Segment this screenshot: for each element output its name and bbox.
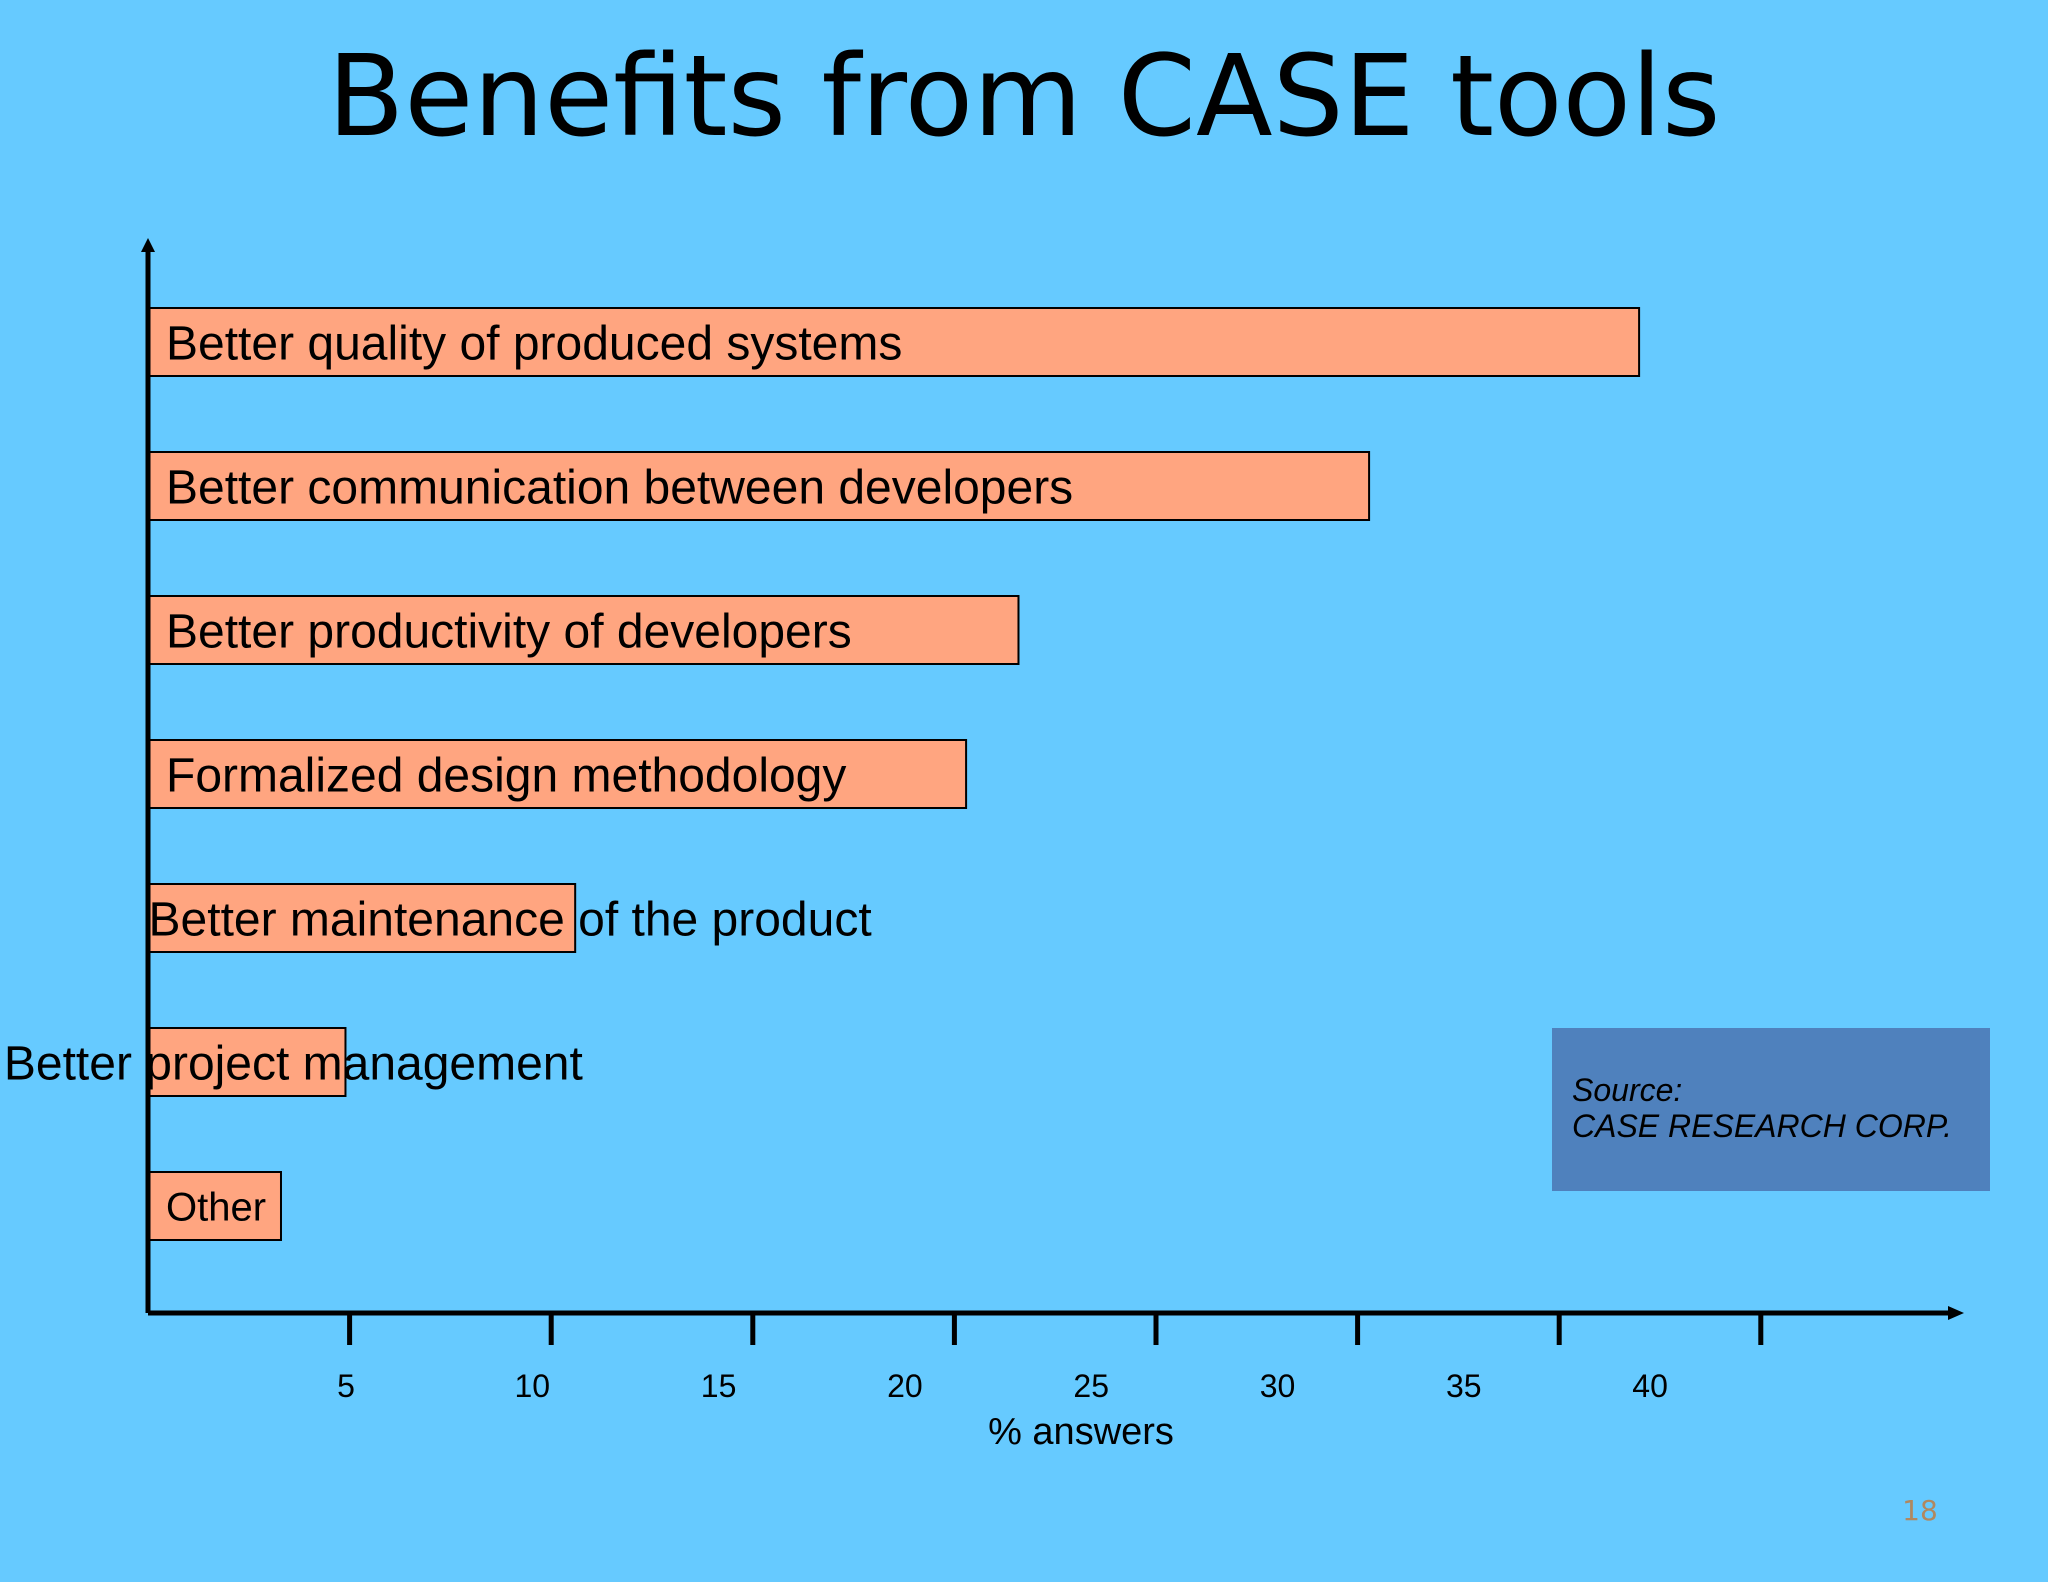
source-label: Source: xyxy=(1572,1072,1683,1108)
bar-label-2: Better communication between developers xyxy=(166,461,1073,514)
bar-label-1: Better quality of produced systems xyxy=(166,317,902,370)
source-name: CASE RESEARCH CORP. xyxy=(1572,1108,1952,1144)
x-tick-label-20: 20 xyxy=(887,1368,923,1404)
bar-label-6: Better project management xyxy=(4,1037,583,1090)
page-number: 18 xyxy=(1902,1494,1938,1527)
x-tick-label-5: 5 xyxy=(337,1368,355,1404)
x-tick-label-15: 15 xyxy=(701,1368,737,1404)
x-tick-label-35: 35 xyxy=(1446,1368,1482,1404)
x-tick-label-40: 40 xyxy=(1632,1368,1668,1404)
bar-7 xyxy=(147,1171,282,1241)
x-tick-label-30: 30 xyxy=(1260,1368,1296,1404)
x-axis-label: % answers xyxy=(988,1411,1174,1453)
bar-label-3: Better productivity of developers xyxy=(166,605,852,658)
x-tick-label-10: 10 xyxy=(515,1368,551,1404)
bar-4 xyxy=(147,739,968,809)
bar-6 xyxy=(147,1027,347,1097)
source-box: Source: CASE RESEARCH CORP. xyxy=(1552,1028,1990,1191)
y-axis-arrow-icon xyxy=(141,238,155,252)
bar-label-5: Better maintenance of the product xyxy=(149,893,872,946)
slide-title: Benefits from CASE tools xyxy=(327,32,1721,162)
bar-3 xyxy=(147,595,1020,665)
bar-2 xyxy=(147,451,1371,521)
bar-label-7: Other xyxy=(166,1185,266,1229)
bar-5 xyxy=(147,883,577,953)
bar-label-4: Formalized design methodology xyxy=(166,749,846,802)
x-tick-label-25: 25 xyxy=(1073,1368,1109,1404)
x-axis-arrow-icon xyxy=(1948,1306,1964,1320)
bar-1 xyxy=(147,307,1641,377)
